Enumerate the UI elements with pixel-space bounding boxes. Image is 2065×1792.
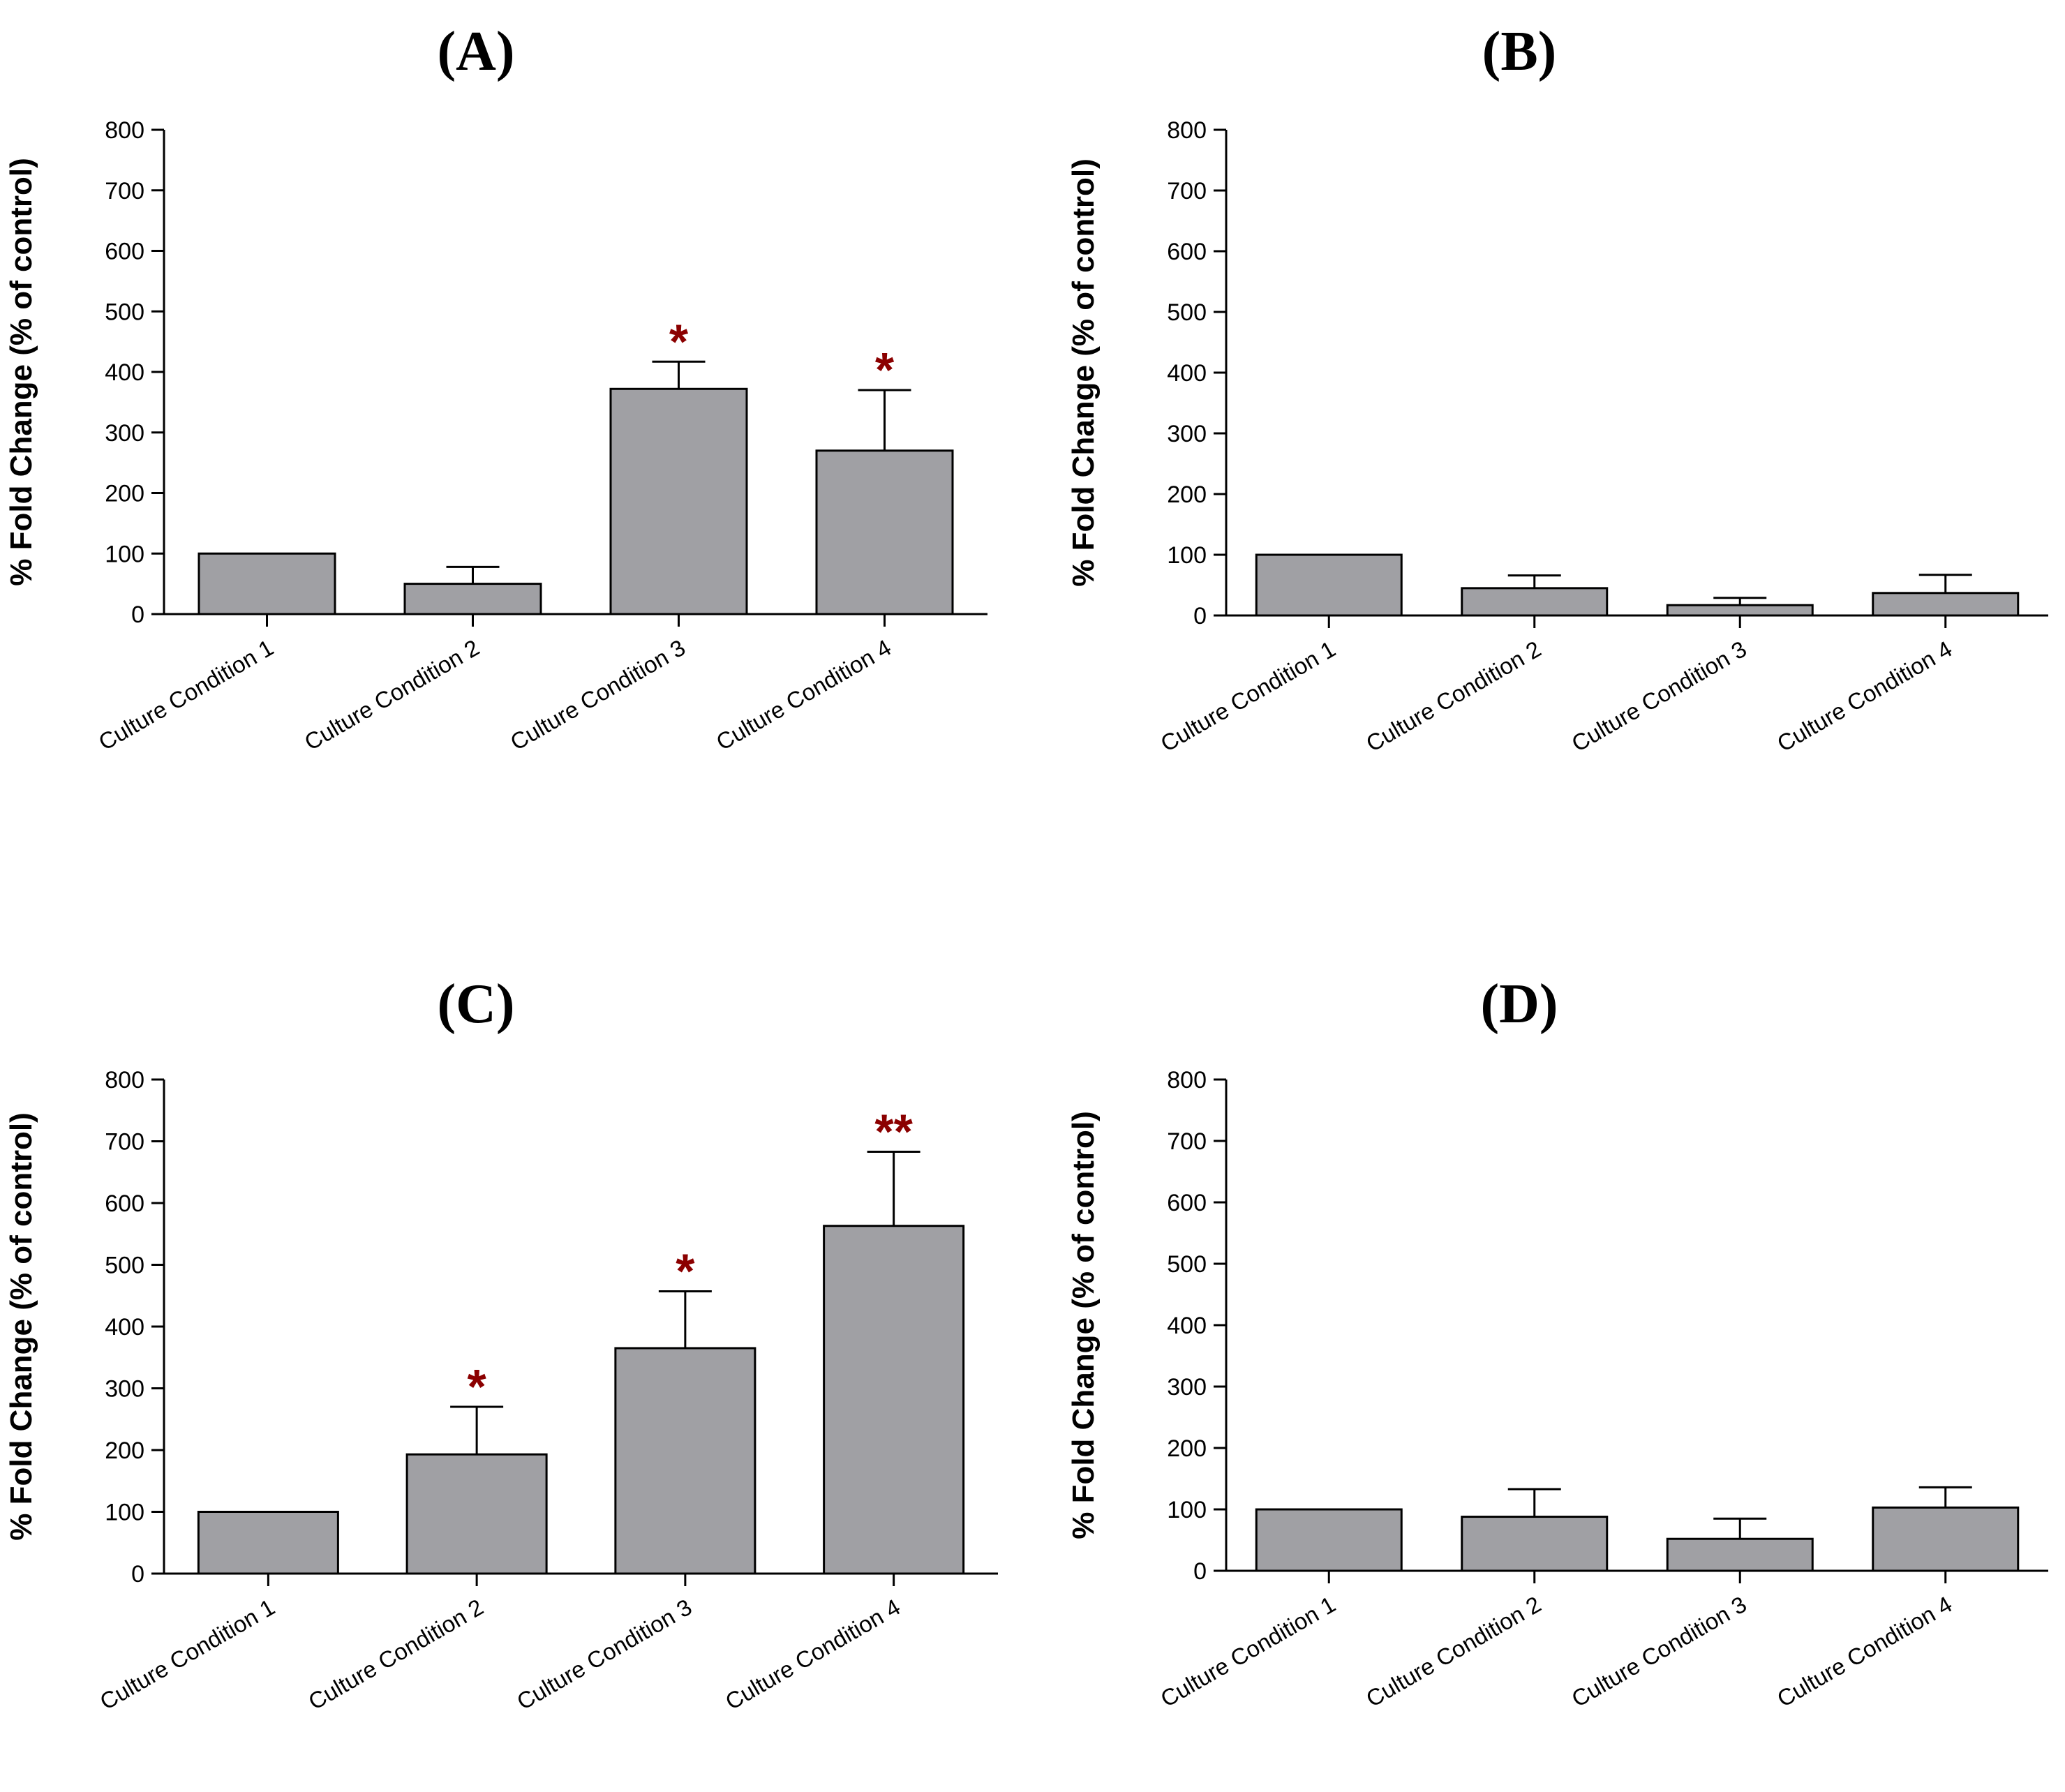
panel-c-y-tick-label: 700 xyxy=(105,1129,144,1156)
panel-c-category-label: Culture Condition 4 xyxy=(721,1594,904,1715)
panel-b-y-tick-label: 300 xyxy=(1167,421,1207,447)
panel-c-y-tick-label: 100 xyxy=(105,1500,144,1526)
panel-a-y-tick-label: 100 xyxy=(105,541,144,567)
panel-a: (A) % Fold Change (% of control) 0 100 200 30… xyxy=(4,21,987,755)
panel-c-bar xyxy=(405,1453,548,1575)
panel-c-significance-marker: * xyxy=(468,1359,487,1414)
panel-d-y-tick-label: 200 xyxy=(1167,1435,1207,1462)
panel-d-y-tick-label: 0 xyxy=(1193,1558,1207,1585)
panel-c-category-label: Culture Condition 3 xyxy=(512,1594,696,1715)
panel-b-y-tick-label: 500 xyxy=(1167,299,1207,326)
panel-d-bar xyxy=(1872,1506,2020,1572)
panel-b-bar xyxy=(1461,587,1609,617)
panel-a-y-tick-label: 600 xyxy=(105,239,144,265)
panel-a-title: (A) xyxy=(437,21,514,82)
panel-a-y-tick-label: 500 xyxy=(105,299,144,325)
panel-c-significance-marker: * xyxy=(676,1244,695,1299)
panel-c-y-tick-label: 200 xyxy=(105,1438,144,1464)
panel-a-category-label: Culture Condition 4 xyxy=(712,634,895,755)
panel-a-y-axis-title: % Fold Change (% of control) xyxy=(4,158,38,586)
panel-a-bar xyxy=(609,387,748,615)
panel-a-significance-marker: * xyxy=(875,343,895,397)
panel-b-title: (B) xyxy=(1482,21,1557,82)
panel-c-y-tick-label: 500 xyxy=(105,1253,144,1279)
panel-d-title: (D) xyxy=(1480,973,1558,1035)
panel-c-y-axis-title: % Fold Change (% of control) xyxy=(4,1112,38,1541)
panel-c-y-tick-label: 300 xyxy=(105,1376,144,1403)
panel-a-bar xyxy=(197,552,336,615)
panel-c-bar xyxy=(197,1511,339,1575)
panel-a-category-label: Culture Condition 3 xyxy=(506,634,689,755)
panel-d: (D) % Fold Change (% of control) 0 100 200 30… xyxy=(1066,973,2048,1712)
panel-b-category-label: Culture Condition 3 xyxy=(1567,636,1751,756)
panel-b-category-label: Culture Condition 4 xyxy=(1773,636,1956,756)
panel-b-y-tick-label: 800 xyxy=(1167,117,1207,144)
panel-d-y-tick-label: 500 xyxy=(1167,1251,1207,1278)
panel-a-bar xyxy=(403,583,542,615)
panel-b-bar xyxy=(1255,553,1403,617)
panel-d-category-label: Culture Condition 1 xyxy=(1156,1591,1340,1712)
panel-c-category-label: Culture Condition 1 xyxy=(96,1594,279,1715)
panel-c-title: (C) xyxy=(437,973,514,1035)
panel-b-y-tick-label: 100 xyxy=(1167,542,1207,569)
panel-a-bar xyxy=(815,449,954,615)
panel-c-bar xyxy=(823,1225,965,1575)
panel-d-category-label: Culture Condition 4 xyxy=(1773,1591,1956,1712)
panel-d-y-tick-label: 600 xyxy=(1167,1190,1207,1216)
panel-c: (C) % Fold Change (% of control) 0 100 200 30… xyxy=(4,973,998,1715)
panel-d-y-tick-label: 100 xyxy=(1167,1497,1207,1523)
panel-b-y-tick-label: 400 xyxy=(1167,360,1207,387)
panel-b: (B) % Fold Change (% of control) 0 100 200 30… xyxy=(1066,21,2048,756)
panel-d-y-tick-label: 800 xyxy=(1167,1067,1207,1093)
panel-d-category-label: Culture Condition 2 xyxy=(1362,1591,1545,1712)
panel-d-y-tick-label: 300 xyxy=(1167,1374,1207,1401)
panel-b-category-label: Culture Condition 1 xyxy=(1156,636,1340,756)
panel-c-y-tick-label: 0 xyxy=(131,1561,144,1588)
panel-c-bar xyxy=(614,1347,756,1575)
panel-b-y-tick-label: 600 xyxy=(1167,239,1207,265)
panel-d-y-tick-label: 400 xyxy=(1167,1313,1207,1339)
panel-d-y-axis-title: % Fold Change (% of control) xyxy=(1066,1111,1101,1539)
panel-d-bar xyxy=(1666,1537,1814,1572)
panel-c-significance-marker: ** xyxy=(874,1105,913,1159)
panel-d-category-label: Culture Condition 3 xyxy=(1567,1591,1751,1712)
panel-b-bar xyxy=(1872,592,2020,617)
panel-c-y-tick-label: 400 xyxy=(105,1314,144,1341)
panel-c-y-tick-label: 600 xyxy=(105,1190,144,1217)
panel-b-y-tick-label: 0 xyxy=(1193,603,1207,629)
panel-a-y-tick-label: 700 xyxy=(105,178,144,204)
panel-b-y-tick-label: 700 xyxy=(1167,178,1207,204)
panel-c-y-tick-label: 800 xyxy=(105,1067,144,1093)
panel-b-y-axis-title: % Fold Change (% of control) xyxy=(1066,158,1101,587)
panel-b-bar xyxy=(1666,604,1814,617)
panel-d-bar xyxy=(1255,1508,1403,1572)
panel-a-y-tick-label: 800 xyxy=(105,117,144,144)
panel-a-category-label: Culture Condition 2 xyxy=(300,634,484,755)
panel-b-y-tick-label: 200 xyxy=(1167,481,1207,508)
panel-a-category-label: Culture Condition 1 xyxy=(94,634,278,755)
panel-a-y-tick-label: 200 xyxy=(105,481,144,507)
panel-a-significance-marker: * xyxy=(669,314,689,368)
panel-d-bar xyxy=(1461,1516,1609,1572)
panel-c-category-label: Culture Condition 2 xyxy=(304,1594,487,1715)
panel-d-y-tick-label: 700 xyxy=(1167,1128,1207,1155)
panel-b-category-label: Culture Condition 2 xyxy=(1362,636,1545,756)
panel-a-y-tick-label: 0 xyxy=(131,602,144,628)
panel-a-y-tick-label: 300 xyxy=(105,420,144,447)
panel-a-y-tick-label: 400 xyxy=(105,359,144,386)
